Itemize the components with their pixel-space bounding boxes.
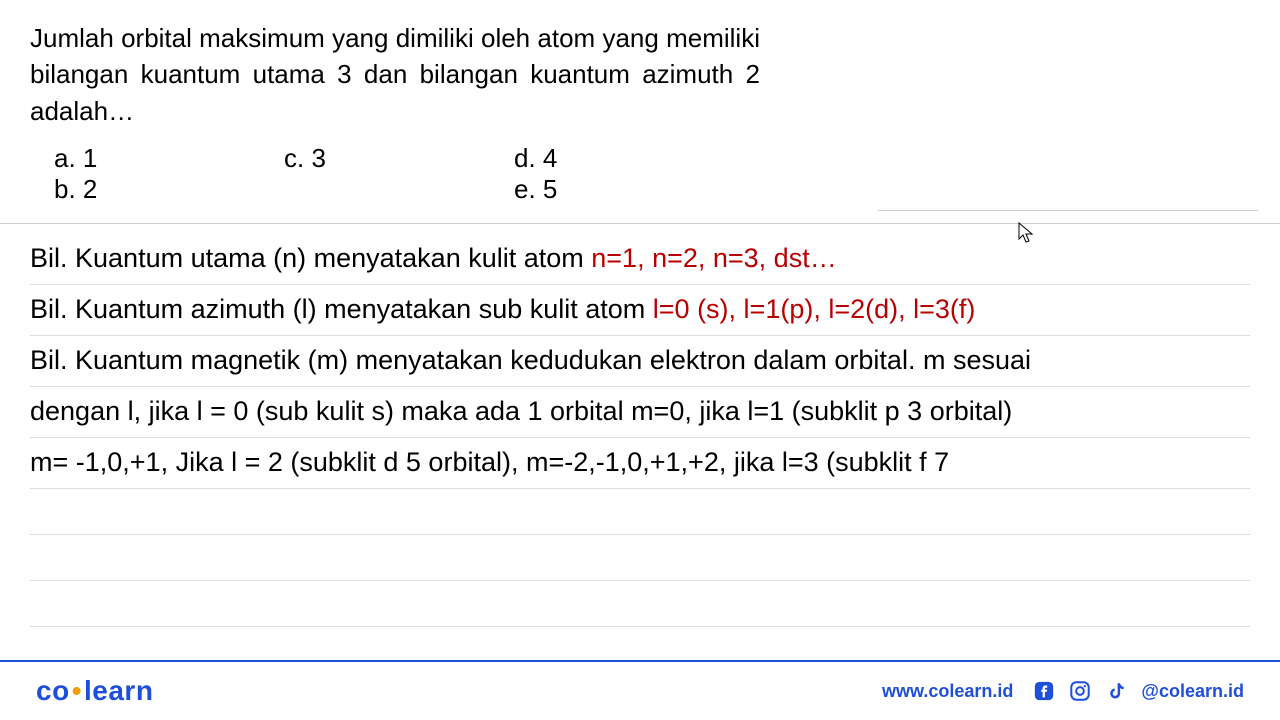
- facebook-icon[interactable]: [1033, 680, 1055, 702]
- blank-rule-line: [30, 581, 1250, 627]
- note-line: Bil. Kuantum magnetik (m) menyatakan ked…: [30, 336, 1250, 387]
- note-text: m= -1,0,+1, Jika l = 2 (subklit d 5 orbi…: [30, 447, 949, 477]
- explanation-notes: Bil. Kuantum utama (n) menyatakan kulit …: [0, 224, 1280, 626]
- instagram-icon[interactable]: [1069, 680, 1091, 702]
- tiktok-icon[interactable]: [1105, 680, 1127, 702]
- note-line: m= -1,0,+1, Jika l = 2 (subklit d 5 orbi…: [30, 438, 1250, 489]
- note-text: dengan l, jika l = 0 (sub kulit s) maka …: [30, 396, 1012, 426]
- option-c: c. 3: [284, 143, 514, 174]
- option-b: b. 2: [54, 174, 284, 205]
- blank-rule-line: [30, 489, 1250, 535]
- question-text: Jumlah orbital maksimum yang dimiliki ol…: [30, 20, 760, 129]
- option-a: a. 1: [54, 143, 284, 174]
- logo-dot-icon: •: [72, 675, 82, 706]
- note-line: Bil. Kuantum utama (n) menyatakan kulit …: [30, 234, 1250, 285]
- logo-text-part2: learn: [84, 675, 153, 706]
- note-text: Bil. Kuantum magnetik (m) menyatakan ked…: [30, 345, 1031, 375]
- note-text: Bil. Kuantum utama (n) menyatakan kulit …: [30, 243, 591, 273]
- note-highlight: n=1, n=2, n=3, dst…: [591, 243, 836, 273]
- social-handle[interactable]: @colearn.id: [1141, 681, 1244, 702]
- brand-logo: co•learn: [36, 675, 153, 707]
- note-highlight: l=0 (s), l=1(p), l=2(d), l=3(f): [653, 294, 976, 324]
- note-text: Bil. Kuantum azimuth (l) menyatakan sub …: [30, 294, 653, 324]
- logo-text-part1: co: [36, 675, 70, 706]
- divider: [878, 210, 1258, 211]
- option-e: e. 5: [514, 174, 744, 205]
- note-line: Bil. Kuantum azimuth (l) menyatakan sub …: [30, 285, 1250, 336]
- blank-rule-line: [30, 535, 1250, 581]
- footer-url[interactable]: www.colearn.id: [882, 681, 1013, 702]
- answer-options: a. 1 c. 3 d. 4 b. 2 e. 5: [30, 143, 1250, 205]
- footer: co•learn www.colearn.id @colearn.id: [0, 660, 1280, 720]
- footer-links: www.colearn.id @colearn.id: [882, 680, 1244, 702]
- option-d: d. 4: [514, 143, 744, 174]
- note-line: dengan l, jika l = 0 (sub kulit s) maka …: [30, 387, 1250, 438]
